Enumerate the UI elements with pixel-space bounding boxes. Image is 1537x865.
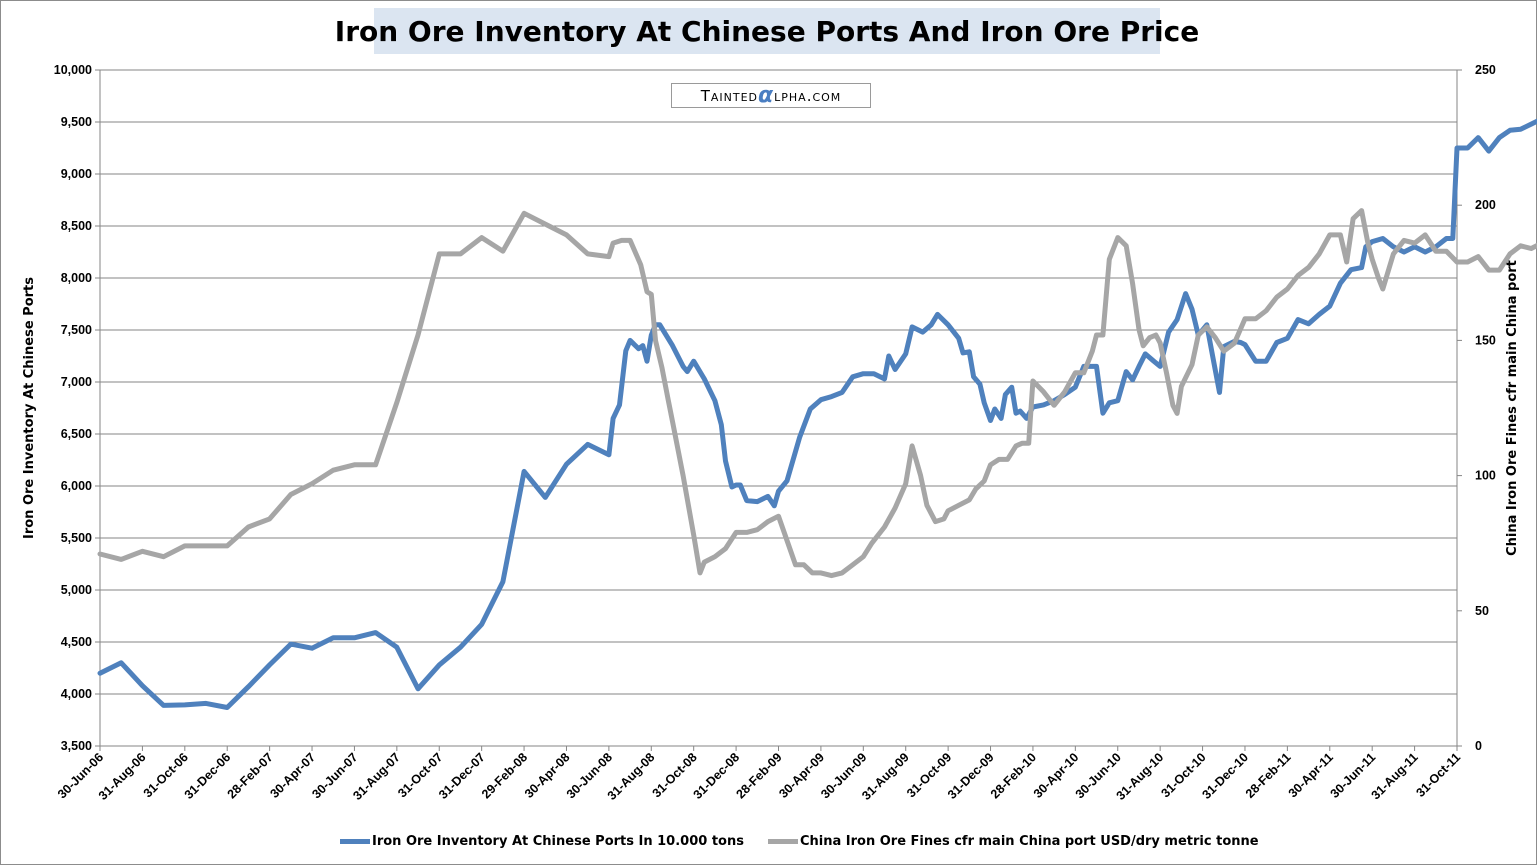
- y-left-tick-label: 9,000: [61, 167, 92, 181]
- series-lines: [97, 118, 1537, 710]
- y-axis-right-label: China Iron Ore Fines cfr main China port: [1505, 260, 1520, 556]
- x-tick-label: 31-Dec-09: [945, 750, 997, 802]
- legend-label-price: China Iron Ore Fines cfr main China port…: [799, 834, 1259, 849]
- y-left-tick-label: 4,500: [61, 635, 92, 649]
- watermark-alpha: α: [758, 82, 775, 108]
- x-tick-label: 31-Dec-07: [436, 750, 488, 802]
- y-right-tick-label: 100: [1475, 469, 1496, 483]
- legend-swatch-inventory: [340, 839, 370, 844]
- gridlines: [100, 69, 1457, 695]
- y-left-tick-label: 8,500: [61, 219, 92, 233]
- y-axis-left-label: Iron Ore Inventory At Chinese Ports: [22, 277, 37, 539]
- x-tick-label: 31-Dec-10: [1199, 750, 1251, 802]
- x-tick-label: 29-Feb-08: [479, 750, 530, 801]
- y-left-tick-label: 8,000: [61, 271, 92, 285]
- watermark-prefix: Tainted: [700, 86, 759, 105]
- legend: Iron Ore Inventory At Chinese Ports In 1…: [340, 834, 1283, 849]
- y-left-tick-label: 7,000: [61, 375, 92, 389]
- x-axis-tick-labels: 30-Jun-0631-Aug-0631-Oct-0631-Dec-0628-F…: [55, 750, 1463, 803]
- watermark-suffix: lpha.com: [774, 86, 842, 105]
- y-right-tick-label: 200: [1475, 198, 1496, 212]
- legend-label-inventory: Iron Ore Inventory At Chinese Ports In 1…: [372, 834, 744, 849]
- y-left-tick-label: 4,000: [61, 687, 92, 701]
- y-right-tick-label: 0: [1475, 739, 1482, 753]
- x-tick-label: 31-Dec-08: [691, 750, 743, 802]
- y-left-tick-label: 5,500: [61, 531, 92, 545]
- y-left-tick-label: 5,000: [61, 583, 92, 597]
- x-tick-label: 28-Feb-10: [988, 750, 1039, 801]
- x-tick-label: 31-Aug-11: [1369, 750, 1421, 802]
- x-tick-label: 31-Oct-11: [1413, 750, 1463, 800]
- legend-item-price: China Iron Ore Fines cfr main China port…: [767, 834, 1259, 849]
- legend-swatch-price: [767, 839, 798, 844]
- series-line-inventory: [97, 118, 1537, 710]
- x-tick-label: 28-Feb-07: [225, 750, 276, 801]
- chart-title: Iron Ore Inventory At Chinese Ports And …: [334, 14, 1200, 48]
- y-right-tick-label: 150: [1475, 333, 1496, 347]
- y-left-tick-label: 6,000: [61, 479, 92, 493]
- x-tick-label: 28-Feb-09: [733, 750, 784, 801]
- y-left-tick-label: 6,500: [61, 427, 92, 441]
- watermark-logo: Tainted α lpha.com: [671, 83, 871, 108]
- y-left-tick-label: 3,500: [61, 739, 92, 753]
- axes: [95, 69, 1462, 751]
- right-axis-tick-labels: 0 50 100 150 200 250: [1475, 63, 1496, 753]
- y-left-tick-label: 7,500: [61, 323, 92, 337]
- x-tick-label: 31-Dec-06: [182, 750, 234, 802]
- y-left-tick-label: 9,500: [61, 115, 92, 129]
- y-right-tick-label: 50: [1475, 604, 1489, 618]
- legend-item-inventory: Iron Ore Inventory At Chinese Ports In 1…: [340, 834, 744, 849]
- x-tick-label: 28-Feb-11: [1243, 750, 1294, 801]
- y-left-tick-label: 10,000: [54, 63, 92, 77]
- chart-title-box: Iron Ore Inventory At Chinese Ports And …: [335, 8, 1199, 54]
- y-right-tick-label: 250: [1475, 63, 1496, 77]
- series-line-price: [97, 208, 1537, 579]
- left-axis-tick-labels: 3,500 4,000 4,500 5,000 5,500 6,000 6,500 7,000…: [54, 63, 92, 753]
